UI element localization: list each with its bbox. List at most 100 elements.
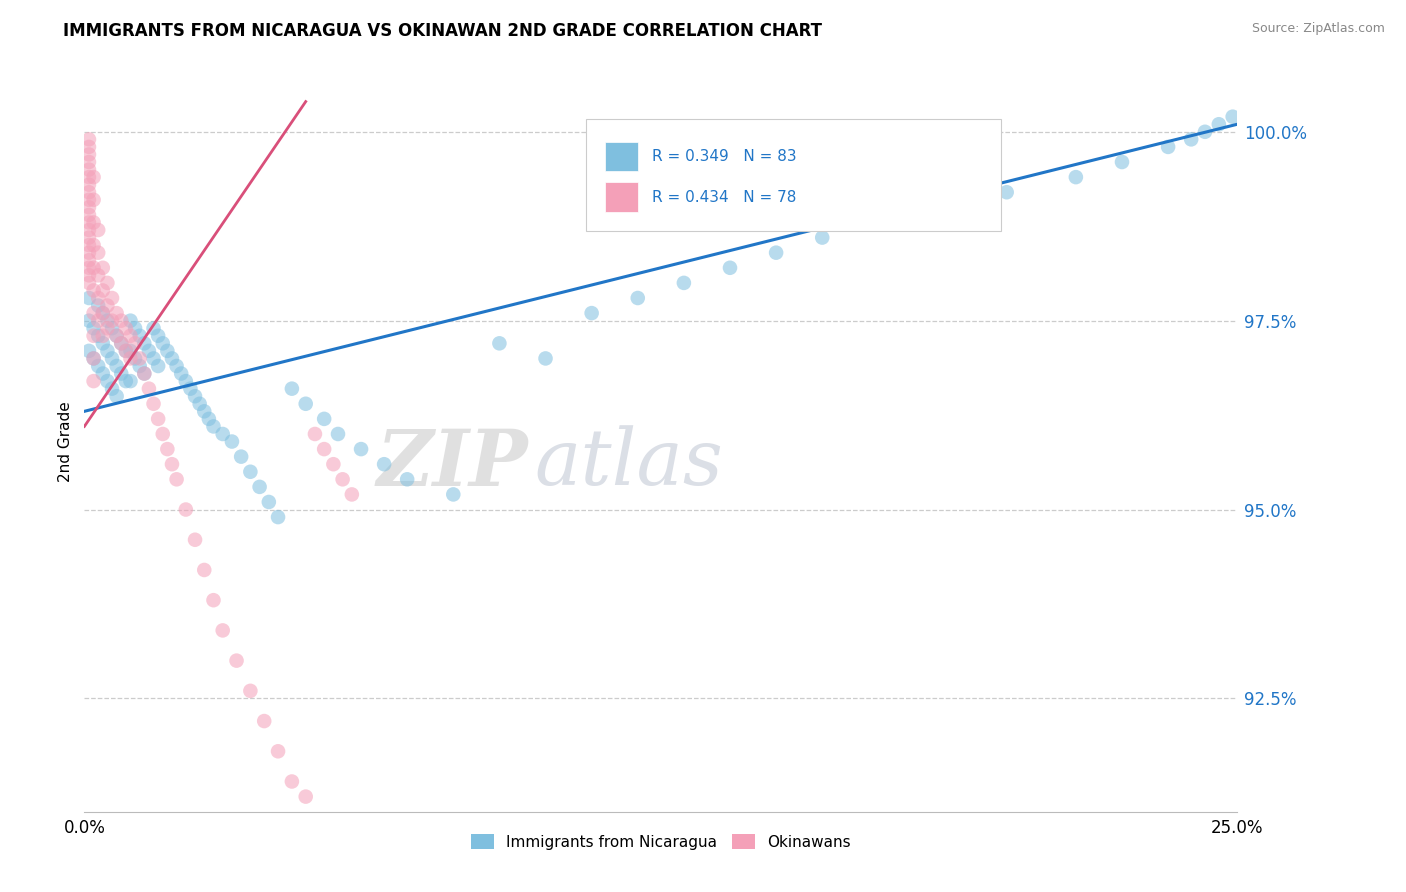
Point [221, 434, 243, 449]
Point [87, 223, 110, 237]
Point [927, 200, 949, 214]
Point [322, 457, 344, 471]
Y-axis label: 2nd Grade: 2nd Grade [58, 401, 73, 482]
Point [96, 313, 118, 327]
Point [198, 412, 221, 426]
Point [77, 140, 100, 154]
Point [350, 442, 373, 456]
Point [267, 510, 290, 524]
Point [765, 245, 787, 260]
Point [77, 155, 100, 169]
Point [142, 321, 165, 335]
Point [83, 374, 105, 388]
Point [77, 208, 100, 222]
Point [257, 495, 280, 509]
Point [87, 313, 110, 327]
Point [120, 313, 142, 327]
Point [83, 238, 105, 252]
Point [110, 336, 132, 351]
Point [152, 336, 174, 351]
Point [146, 328, 169, 343]
Point [184, 533, 207, 547]
Point [101, 382, 124, 396]
Point [193, 404, 215, 418]
Point [193, 563, 215, 577]
Point [83, 284, 105, 298]
Point [96, 321, 118, 335]
Point [115, 374, 138, 388]
Point [1208, 117, 1230, 131]
Point [87, 359, 110, 373]
Point [811, 230, 834, 244]
Point [179, 382, 201, 396]
Point [83, 260, 105, 275]
Point [225, 654, 247, 668]
Point [120, 351, 142, 366]
Text: atlas: atlas [534, 425, 723, 502]
Point [77, 178, 100, 192]
Point [77, 186, 100, 200]
Point [87, 291, 110, 305]
Point [77, 245, 100, 260]
Point [124, 336, 146, 351]
Point [534, 351, 557, 366]
Point [134, 336, 156, 351]
Point [672, 276, 695, 290]
Point [166, 472, 188, 486]
Point [718, 260, 741, 275]
Point [83, 215, 105, 229]
Point [83, 321, 105, 335]
Point [101, 321, 124, 335]
Point [1180, 132, 1202, 146]
Point [281, 774, 304, 789]
Point [77, 170, 100, 185]
Point [91, 306, 114, 320]
Point [1064, 170, 1087, 185]
Point [160, 351, 183, 366]
Point [83, 306, 105, 320]
Point [101, 313, 124, 327]
Point [124, 351, 146, 366]
Point [83, 351, 105, 366]
Point [995, 186, 1018, 200]
Point [110, 313, 132, 327]
Point [105, 359, 128, 373]
Point [146, 359, 169, 373]
Point [115, 321, 138, 335]
Point [115, 343, 138, 358]
Point [627, 291, 650, 305]
Point [128, 328, 150, 343]
Point [249, 480, 271, 494]
Point [281, 382, 304, 396]
Point [101, 351, 124, 366]
Point [83, 193, 105, 207]
Point [294, 397, 316, 411]
Point [188, 397, 211, 411]
FancyBboxPatch shape [606, 183, 638, 212]
Point [373, 457, 395, 471]
Text: Source: ZipAtlas.com: Source: ZipAtlas.com [1251, 22, 1385, 36]
Point [101, 291, 124, 305]
Point [77, 200, 100, 214]
Point [91, 284, 114, 298]
Point [858, 215, 880, 229]
Point [87, 245, 110, 260]
Point [120, 374, 142, 388]
Legend: Immigrants from Nicaragua, Okinawans: Immigrants from Nicaragua, Okinawans [464, 828, 858, 856]
Text: ZIP: ZIP [377, 425, 529, 502]
Point [134, 367, 156, 381]
Point [267, 744, 290, 758]
Point [146, 412, 169, 426]
Point [326, 427, 349, 442]
Point [488, 336, 510, 351]
Point [87, 299, 110, 313]
Point [87, 328, 110, 343]
Point [304, 427, 326, 442]
Point [91, 260, 114, 275]
Point [96, 343, 118, 358]
Point [110, 367, 132, 381]
Point [231, 450, 253, 464]
Point [156, 343, 179, 358]
Point [142, 397, 165, 411]
Point [239, 683, 262, 698]
